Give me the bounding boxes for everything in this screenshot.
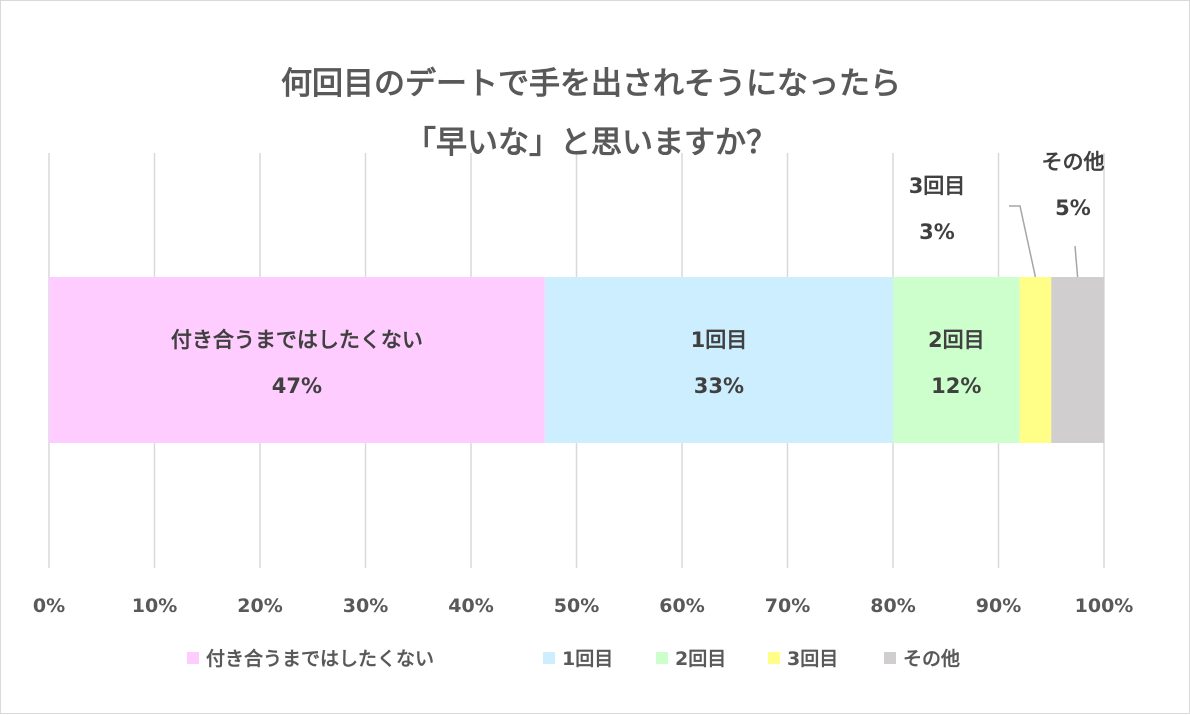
data-label-value: 33% <box>694 374 744 398</box>
bar-segment <box>893 277 1020 443</box>
x-tick-label: 80% <box>870 595 915 617</box>
data-label-value: 3% <box>919 220 955 244</box>
x-tick-label: 90% <box>976 595 1021 617</box>
x-tick-label: 60% <box>659 595 704 617</box>
legend-label: その他 <box>903 647 960 670</box>
x-tick-label: 10% <box>132 595 177 617</box>
data-label-value: 12% <box>931 374 981 398</box>
chart-title-line-1: 何回目のデートで手を出されそうになったら <box>281 66 901 102</box>
legend-label: 付き合うまではしたくない <box>206 647 434 670</box>
data-label-name: 3回目 <box>909 174 966 198</box>
chart-title-line-2: 「早いな」と思いますか？ <box>405 125 777 161</box>
x-tick-label: 30% <box>343 595 388 617</box>
data-label-name: 付き合うまではしたくない <box>171 328 423 352</box>
data-label-name: 2回目 <box>928 328 985 352</box>
bar-segment <box>1019 277 1052 443</box>
legend: 付き合うまではしたくない 1回目 2回目 3回目 その他 <box>187 647 960 670</box>
legend-swatch <box>187 652 199 664</box>
x-tick-label: 70% <box>765 595 810 617</box>
legend-swatch <box>884 652 896 664</box>
x-tick-label: 100% <box>1075 595 1134 617</box>
data-label-value: 47% <box>272 374 322 398</box>
chart-title: 何回目のデートで手を出されそうになったら 「早いな」と思いますか？ <box>281 66 901 161</box>
data-label-value: 5% <box>1055 196 1091 220</box>
bar-segment <box>1051 277 1104 443</box>
bar-segment <box>49 277 545 443</box>
data-labels: 付き合うまではしたくない 47% 1回目 33% 2回目 12% 3回目 3% その他 5% <box>171 150 1105 398</box>
x-tick-label: 20% <box>237 595 282 617</box>
data-label-name: 1回目 <box>691 328 748 352</box>
x-tick-label: 0% <box>33 595 65 617</box>
x-axis-tick-labels: 0% 10% 20% 30% 40% 50% 60% 70% 80% 90% 100% <box>33 595 1133 617</box>
legend-swatch <box>768 652 780 664</box>
data-label-name: その他 <box>1042 150 1105 174</box>
legend-label: 2回目 <box>675 648 726 670</box>
legend-swatch <box>543 652 555 664</box>
bar-segment <box>544 277 893 443</box>
legend-swatch <box>656 652 668 664</box>
x-tick-label: 40% <box>448 595 493 617</box>
bar-segments <box>49 277 1104 443</box>
leader-line <box>1074 245 1079 278</box>
x-tick-label: 50% <box>554 595 599 617</box>
legend-label: 1回目 <box>562 648 613 670</box>
leader-line <box>1009 205 1037 278</box>
legend-label: 3回目 <box>787 648 838 670</box>
